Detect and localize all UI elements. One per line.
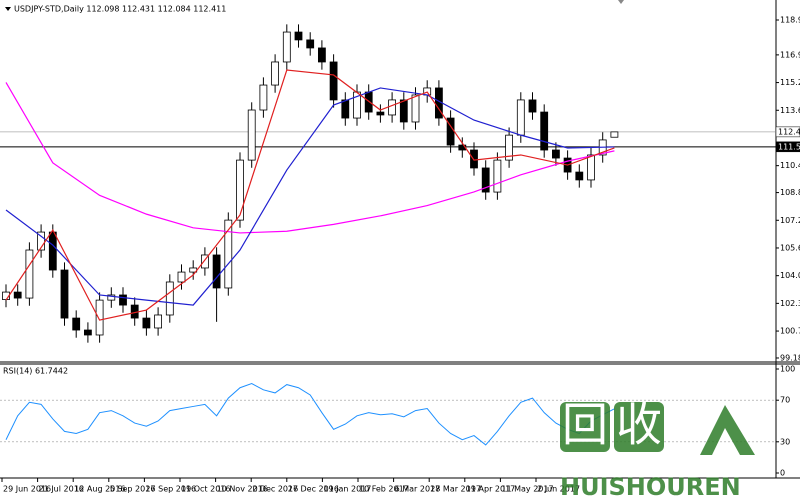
price-label-box: [775, 141, 800, 153]
candle-body: [306, 39, 315, 49]
price-label: 112.411: [778, 127, 800, 136]
candle-body: [247, 109, 256, 161]
candle-body: [236, 159, 244, 221]
rsi-y-tick-label: 30: [780, 437, 790, 446]
x-tick-label: 19 Jan 2017: [323, 485, 371, 494]
candle-body: [470, 149, 478, 169]
y-tick-label: 115.295: [780, 78, 800, 87]
x-tick-label: 29 Jun 2016: [3, 485, 51, 494]
candle-body: [142, 317, 151, 329]
moving-average: [5, 69, 615, 321]
candle-body: [282, 31, 291, 63]
shift-marker: [618, 0, 624, 4]
y-tick-label: 108.860: [780, 188, 800, 197]
y-tick-label: 113.675: [780, 106, 800, 115]
x-tick-label: 21 Jul 2016: [39, 485, 84, 494]
candle-body: [364, 91, 373, 113]
symbol-menu-icon: [5, 7, 11, 11]
rsi-line: [5, 383, 615, 446]
candle-body: [95, 299, 104, 336]
y-tick-label: 105.62: [780, 243, 800, 252]
y-tick-label: 99.185: [780, 353, 800, 362]
candle-body: [60, 269, 69, 319]
y-tick-label: 118.955: [780, 16, 800, 25]
candle-body: [212, 254, 221, 289]
watermark-logo: [700, 405, 755, 455]
y-tick-label: 102.38: [780, 299, 800, 308]
candle-body: [13, 291, 22, 299]
rsi-y-tick-label: 70: [780, 396, 790, 405]
x-tick-label: 28 Mar 2017: [430, 485, 481, 494]
y-tick-label: 104.000: [780, 271, 800, 280]
price-label-box: [775, 126, 800, 138]
x-tick-label: 2 Jun 2017: [537, 485, 580, 494]
candle-body: [575, 171, 584, 181]
candle-body: [399, 99, 408, 123]
candle-body: [48, 231, 57, 271]
y-tick-label: 116.915: [780, 50, 800, 59]
moving-average: [5, 82, 615, 234]
y-tick-label: 107.240: [780, 216, 800, 225]
candle-body: [165, 281, 174, 316]
moving-average: [5, 87, 615, 306]
candle-body: [411, 94, 420, 123]
candle-body: [294, 31, 303, 41]
candle-body: [177, 271, 186, 283]
candle-body: [37, 231, 45, 251]
candle-body: [540, 111, 549, 151]
x-tick-label: 10 Nov 2016: [217, 485, 268, 494]
candle-body: [72, 317, 81, 331]
watermark-box: [560, 402, 610, 452]
candle-body: [528, 99, 537, 113]
y-tick-label: 100.76: [780, 327, 800, 336]
candle-body: [329, 61, 338, 101]
x-tick-label: 10 Feb 2017: [359, 485, 409, 494]
candle-body: [200, 254, 209, 269]
x-tick-label: 19 Apr 2017: [466, 485, 515, 494]
candle-body: [25, 249, 34, 299]
candle-body: [107, 294, 116, 301]
candle-body: [388, 99, 397, 116]
x-tick-label: 6 Mar 2017: [395, 485, 441, 494]
candle-body: [271, 61, 280, 86]
candle-body: [516, 99, 525, 136]
candle-body: [376, 111, 385, 116]
candle-body: [154, 314, 163, 329]
watermark: [560, 402, 755, 455]
x-tick-label: 11 May 2017: [501, 485, 553, 494]
watermark-text: 回收: [562, 398, 670, 452]
rsi-y-tick-label: 0: [780, 469, 785, 478]
x-tick-label: 12 Aug 2016: [74, 485, 125, 494]
x-tick-label: 27 Sep 2016: [145, 485, 196, 494]
candle-body: [505, 134, 514, 161]
candle-body: [119, 294, 127, 306]
rsi-y-tick-label: 100: [780, 365, 795, 374]
candle-body: [610, 131, 619, 138]
price-label: 111.537: [778, 142, 800, 151]
candle-body: [341, 99, 350, 119]
candle-body: [224, 219, 233, 289]
rsi-label: RSI(14) 61.7442: [3, 367, 68, 376]
x-tick-label: 5 Sep 2016: [110, 485, 156, 494]
watermark-box: [614, 402, 664, 452]
chart-title: USDJPY-STD,Daily 112.098 112.431 112.084…: [14, 5, 226, 14]
watermark-subtext: HUISHOUREN: [560, 473, 741, 500]
x-tick-label: 2 Dec 2016: [252, 485, 298, 494]
y-tick-label: 110.435: [780, 161, 800, 170]
candle-body: [493, 159, 502, 193]
candle-body: [317, 47, 326, 63]
candle-body: [552, 149, 560, 159]
candle-body: [587, 154, 595, 181]
x-tick-label: 19 Oct 2016: [181, 485, 230, 494]
x-tick-label: 27 Dec 2016: [288, 485, 339, 494]
candle-body: [84, 329, 92, 336]
candle-body: [259, 84, 268, 111]
candle-body: [481, 167, 490, 193]
